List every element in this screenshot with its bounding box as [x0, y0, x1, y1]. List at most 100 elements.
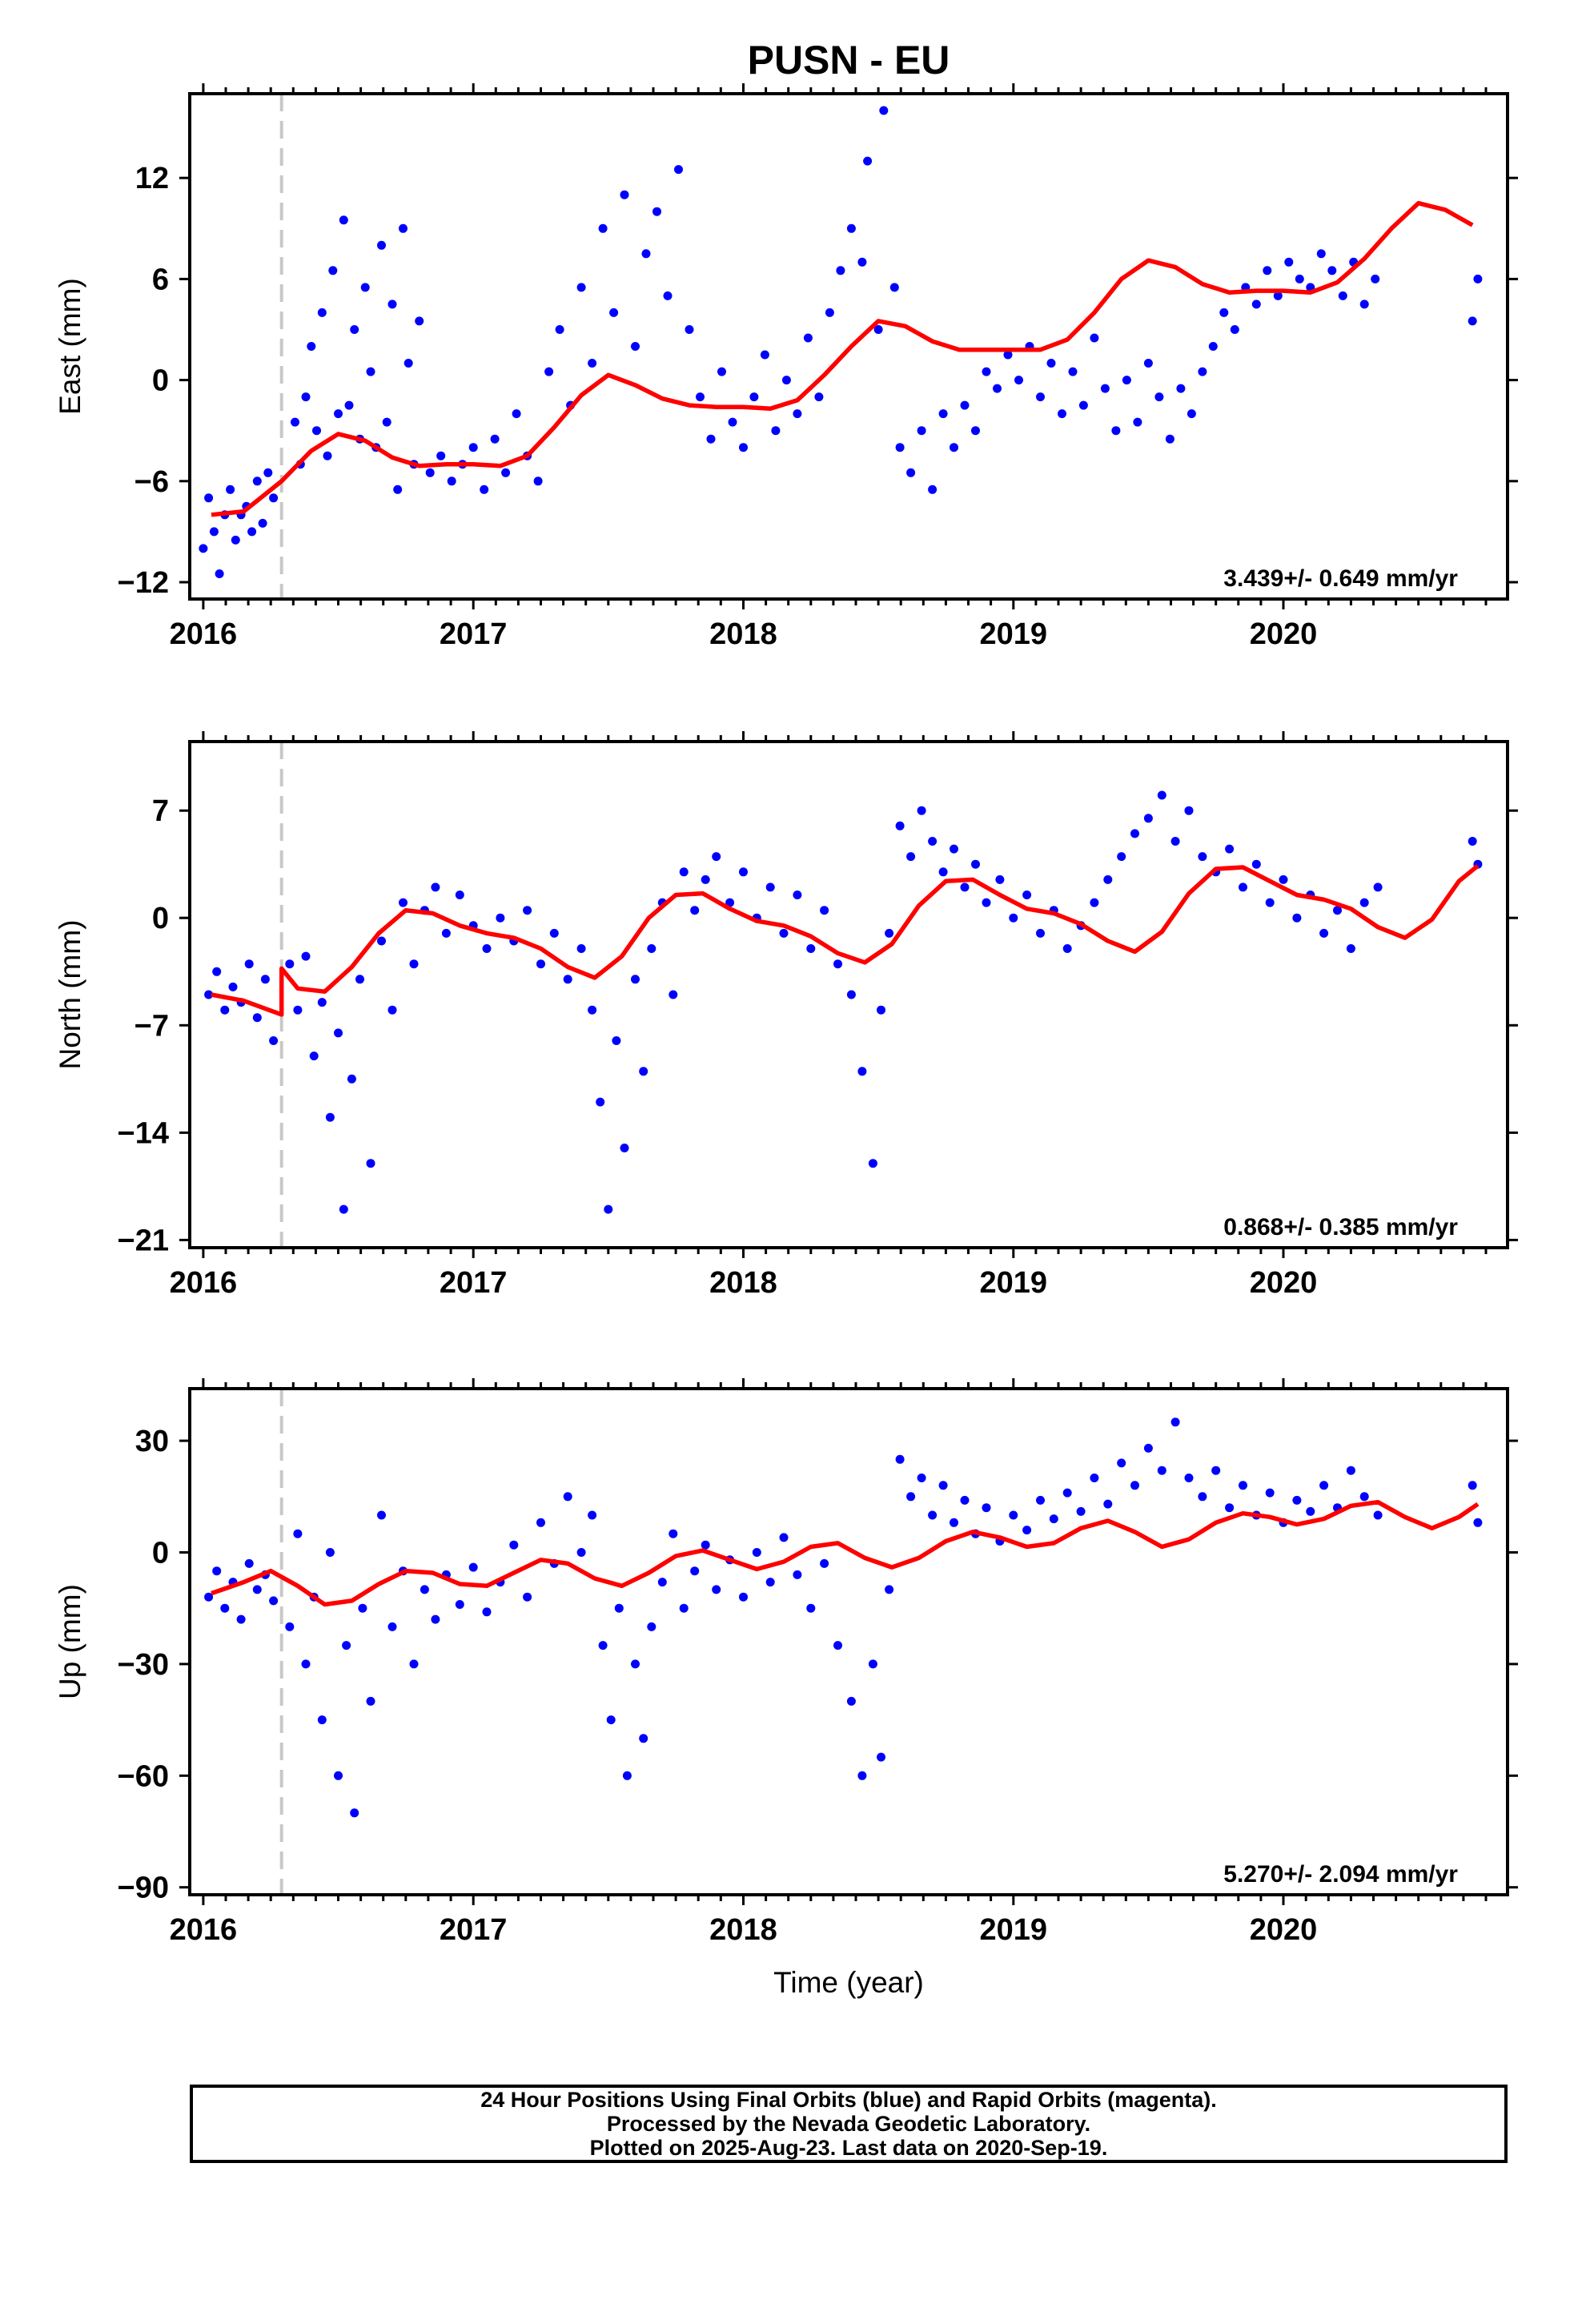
data-point — [231, 535, 240, 545]
data-point — [857, 257, 867, 267]
data-point — [285, 959, 295, 969]
data-point — [917, 426, 926, 436]
data-point — [415, 316, 424, 326]
data-point — [1473, 274, 1483, 283]
data-point — [328, 266, 338, 275]
data-point — [982, 367, 991, 376]
data-point — [1143, 359, 1153, 368]
y-ticks — [179, 176, 1518, 584]
rate-label: 5.270+/- 2.094 mm/yr — [1223, 1861, 1458, 1888]
data-point — [1263, 266, 1272, 275]
data-point — [995, 875, 1005, 884]
data-point — [220, 1603, 230, 1613]
data-point — [260, 975, 270, 984]
data-point — [325, 1112, 335, 1122]
data-point — [1036, 392, 1045, 402]
model-curve — [211, 1499, 1480, 1607]
data-point — [1130, 1481, 1139, 1490]
data-point — [291, 417, 299, 427]
data-point — [244, 1558, 254, 1568]
data-point — [1078, 400, 1088, 410]
data-point — [701, 1540, 710, 1550]
data-point — [344, 400, 354, 410]
data-point — [212, 967, 222, 976]
data-point — [1117, 1458, 1126, 1468]
data-point — [1251, 859, 1261, 869]
data-point — [793, 891, 802, 899]
data-point — [425, 468, 435, 477]
data-point — [1103, 875, 1113, 884]
data-point — [712, 1585, 721, 1594]
data-point — [598, 223, 608, 233]
data-point — [868, 1659, 877, 1669]
data-point — [993, 384, 1002, 393]
data-point — [712, 852, 721, 862]
x-axis-label: Time (year) — [773, 1966, 924, 1999]
data-point — [1284, 257, 1294, 267]
data-point — [647, 1622, 656, 1631]
data-point — [1062, 1488, 1072, 1498]
data-point — [833, 959, 842, 969]
y-tick-label: −7 — [135, 1009, 169, 1043]
data-point — [825, 308, 834, 317]
data-point — [765, 1578, 775, 1587]
data-point — [1130, 829, 1139, 838]
data-point — [928, 1510, 938, 1520]
data-point — [399, 223, 408, 233]
data-point — [685, 325, 694, 334]
footer-line-1: 24 Hour Positions Using Final Orbits (bl… — [480, 2088, 1217, 2112]
data-point — [960, 1495, 970, 1505]
data-point — [1373, 883, 1383, 892]
data-point — [1157, 790, 1166, 800]
data-point — [252, 1585, 262, 1594]
data-point — [301, 1659, 311, 1669]
data-point — [609, 308, 619, 317]
data-point — [1184, 806, 1194, 815]
x-tick-label: 2018 — [709, 1266, 777, 1300]
data-point — [877, 1005, 885, 1015]
data-point — [1273, 291, 1283, 300]
data-point — [1265, 898, 1275, 907]
y-tick-label: 0 — [152, 1537, 169, 1570]
data-point — [982, 898, 991, 907]
data-point — [366, 1696, 375, 1706]
data-point — [1338, 291, 1347, 300]
data-point — [1468, 837, 1477, 846]
data-point — [393, 485, 403, 494]
data-point — [690, 906, 700, 915]
data-point — [760, 350, 769, 360]
data-point — [496, 913, 505, 923]
data-point — [1198, 852, 1207, 862]
data-point — [1319, 1481, 1329, 1490]
data-point — [1103, 1499, 1113, 1509]
data-point — [404, 359, 413, 368]
data-point — [1143, 814, 1153, 823]
data-point — [971, 859, 980, 869]
data-point — [857, 1771, 867, 1780]
data-point — [857, 1067, 867, 1076]
data-point — [690, 1566, 700, 1576]
data-point — [1170, 1417, 1180, 1427]
data-point — [588, 1510, 597, 1520]
data-point — [1239, 1481, 1247, 1490]
data-point — [588, 359, 597, 368]
x-tick-label: 2018 — [709, 617, 777, 651]
data-point — [1036, 928, 1045, 938]
data-point — [244, 959, 254, 969]
data-point — [1058, 409, 1066, 419]
data-point — [982, 1503, 991, 1513]
data-point — [725, 898, 735, 907]
data-point — [833, 1641, 842, 1651]
data-point — [679, 1603, 689, 1613]
data-point — [482, 1607, 492, 1617]
y-tick-label: 0 — [152, 902, 169, 935]
data-point — [793, 409, 802, 419]
data-point — [917, 806, 926, 815]
data-point — [1371, 274, 1380, 283]
data-point — [679, 867, 689, 877]
data-point — [228, 982, 238, 991]
data-point — [1319, 928, 1329, 938]
data-point — [236, 1614, 246, 1624]
model-curve — [211, 863, 1480, 1017]
